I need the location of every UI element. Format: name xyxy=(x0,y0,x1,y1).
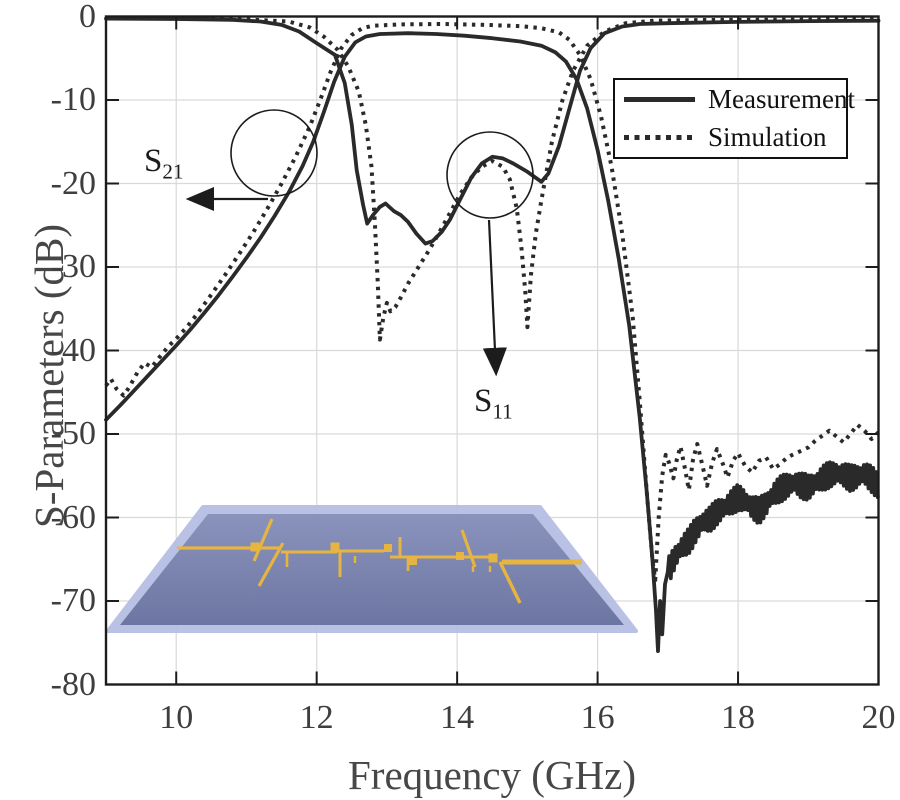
axes xyxy=(104,15,880,686)
microstrip-pad xyxy=(384,544,392,552)
s11-arrow xyxy=(482,219,507,377)
s21-label-main: S xyxy=(144,143,163,179)
s21-circle xyxy=(230,109,318,197)
microstrip-trace xyxy=(460,529,477,568)
x-tick-label: 16 xyxy=(580,699,615,736)
s11-curve-label: S11 xyxy=(474,385,513,429)
s21-label-sub: 21 xyxy=(162,159,184,184)
x-tick-label: 10 xyxy=(159,699,194,736)
y-tick-label: -10 xyxy=(50,81,96,118)
legend-item-measurement: Measurement xyxy=(615,80,855,118)
y-tick-label: -60 xyxy=(50,498,96,536)
y-tick-label: -20 xyxy=(50,164,96,202)
y-tick-label: -70 xyxy=(50,582,96,619)
legend: Measurement Simulation xyxy=(613,78,855,159)
y-tick-label: -30 xyxy=(50,248,96,285)
dotted-line-sample xyxy=(624,135,695,141)
y-tick-label: -40 xyxy=(50,331,96,369)
x-tick-label: 18 xyxy=(721,699,756,736)
microstrip-pad xyxy=(330,542,340,552)
x-tick-label: 12 xyxy=(299,699,334,736)
legend-label-simulation: Simulation xyxy=(708,122,827,153)
microstrip-trace xyxy=(498,561,522,604)
y-tick-label: -80 xyxy=(50,665,96,703)
s11-circle xyxy=(446,131,534,219)
x-tick-label: 14 xyxy=(440,699,475,736)
s11-label-sub: 11 xyxy=(492,399,513,424)
substrate-face xyxy=(120,514,624,625)
microstrip-pad xyxy=(250,542,260,552)
s11-label-main: S xyxy=(474,383,493,419)
solid-line-sample xyxy=(624,96,695,102)
microstrip-pad xyxy=(409,557,417,565)
filter-inset xyxy=(106,505,638,633)
y-tick-label: 0 xyxy=(79,0,96,35)
microstrip-pad xyxy=(488,553,498,563)
legend-item-simulation: Simulation xyxy=(615,119,846,157)
microstrip-trace xyxy=(257,542,285,587)
legend-label-measurement: Measurement xyxy=(708,83,855,114)
microstrip-trace xyxy=(252,518,274,562)
x-tick-label: 20 xyxy=(861,699,896,736)
x-axis-label: Frequency (GHz) xyxy=(347,752,637,798)
microstrip-pad xyxy=(456,552,464,560)
curves xyxy=(104,16,881,653)
y-tick-label: -50 xyxy=(50,415,96,452)
s21-curve-label: S21 xyxy=(144,145,183,189)
s21-simulation-curve xyxy=(104,22,880,583)
